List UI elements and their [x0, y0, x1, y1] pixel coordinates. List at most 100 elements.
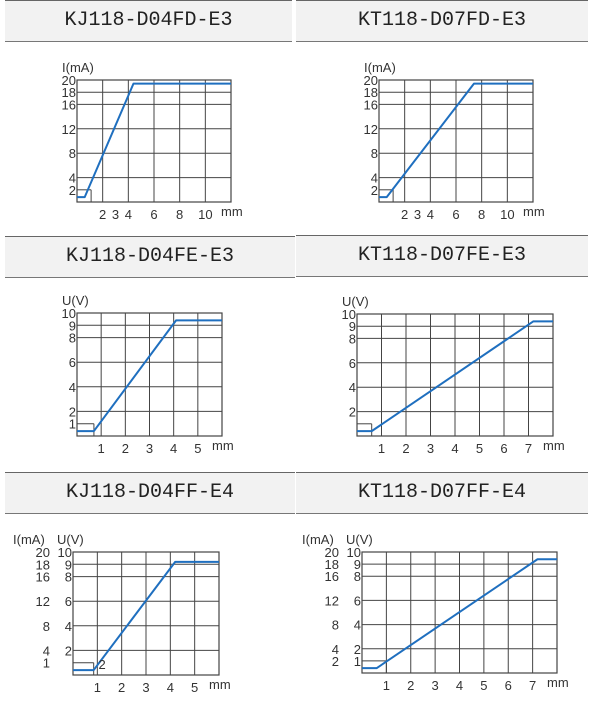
y-tick-label: 12 — [364, 122, 378, 137]
x-tick-label: 1 — [94, 680, 101, 695]
x-tick-label: 7 — [529, 678, 536, 693]
y-tick-label: 9 — [69, 318, 76, 333]
chart-title-4: KT118-D07FE-E3 — [296, 235, 588, 277]
x-tick-label: 2 — [402, 441, 409, 456]
y-tick-label: 10 — [62, 306, 76, 321]
chart-title-6: KT118-D07FF-E4 — [296, 472, 588, 514]
x-tick-label: 2 — [122, 441, 129, 456]
x-tick-label: 4 — [427, 207, 434, 222]
x-tick-label: 2 — [118, 680, 125, 695]
y-tick-label: 8 — [69, 146, 76, 161]
x-tick-label: 3 — [432, 678, 439, 693]
x-tick-label: 4 — [456, 678, 463, 693]
y2-tick-label: 16 — [36, 570, 50, 585]
y-tick-label: 12 — [62, 122, 76, 137]
y2-tick-label: 20 — [325, 545, 339, 560]
y2-tick-label: 1 — [43, 656, 50, 671]
x-tick-label: 10 — [198, 207, 212, 222]
x-tick-label: 5 — [191, 680, 198, 695]
y-axis-label: U(V) — [346, 532, 373, 547]
y-axis-label: I(mA) — [62, 60, 94, 75]
y-tick-label: 6 — [69, 355, 76, 370]
y2-tick-label: 12 — [36, 594, 50, 609]
y-tick-label: 16 — [364, 97, 378, 112]
x-tick-label: 5 — [476, 441, 483, 456]
y2-tick-label: 18 — [325, 557, 339, 572]
x-tick-label: 1 — [98, 441, 105, 456]
plot-frame — [76, 79, 232, 203]
y-tick-label: 20 — [62, 73, 76, 88]
y-tick-label: 2 — [354, 642, 361, 657]
y-tick-label: 9 — [349, 319, 356, 334]
x-tick-label: 6 — [500, 441, 507, 456]
y-tick-label: 4 — [65, 619, 72, 634]
y-axis-label: U(V) — [62, 293, 89, 308]
y-axis-label: U(V) — [342, 294, 369, 309]
y-tick-label: 8 — [69, 331, 76, 346]
y-tick-label: 8 — [371, 146, 378, 161]
plot-frame — [361, 551, 558, 674]
x-tick-label: 8 — [176, 207, 183, 222]
y-tick-label: 18 — [364, 85, 378, 100]
x-tick-label: 6 — [150, 207, 157, 222]
plot-frame — [378, 79, 534, 203]
chart-title-5: KJ118-D04FF-E4 — [5, 472, 295, 514]
x-tick-label: 2 — [407, 678, 414, 693]
x-tick-label: 5 — [194, 441, 201, 456]
x-tick-label: 4 — [451, 441, 458, 456]
y2-tick-label: 4 — [332, 642, 339, 657]
chart-title-2: KT118-D07FD-E3 — [296, 0, 588, 42]
y-tick-label: 6 — [65, 594, 72, 609]
plot-frame — [356, 313, 554, 437]
y-tick-label: 4 — [354, 618, 361, 633]
y2-tick-label: 12 — [325, 593, 339, 608]
y2-tick-label: 8 — [43, 619, 50, 634]
y-tick-label: 10 — [58, 545, 72, 560]
y-tick-label: 2 — [69, 404, 76, 419]
y-tick-label: 6 — [349, 356, 356, 371]
y-tick-label: 6 — [354, 593, 361, 608]
x-tick-label: 10 — [500, 207, 514, 222]
y-tick-label: 4 — [69, 380, 76, 395]
x-tick-label: 4 — [170, 441, 177, 456]
x-tick-label: 2 — [401, 207, 408, 222]
x-tick-label: 7 — [525, 441, 532, 456]
x-axis-label: mm — [221, 204, 243, 219]
y-axis-label: U(V) — [57, 532, 84, 547]
y-tick-label: 10 — [342, 307, 356, 322]
chart-title-1: KJ118-D04FD-E3 — [5, 0, 292, 42]
y-tick-label: 9 — [65, 557, 72, 572]
y-tick-label: 8 — [349, 331, 356, 346]
x-tick-label: 5 — [480, 678, 487, 693]
y-tick-label: 20 — [364, 73, 378, 88]
series-line — [77, 319, 222, 433]
x-tick-label: 3 — [414, 207, 421, 222]
chart-title-3: KJ118-D04FE-E3 — [5, 236, 295, 278]
x-axis-label: mm — [523, 204, 545, 219]
y-tick-label: 1 — [69, 417, 76, 432]
y-tick-label: 4 — [69, 171, 76, 186]
x-axis-label: mm — [547, 675, 569, 690]
y-tick-label: 4 — [371, 171, 378, 186]
series-line — [357, 320, 553, 433]
x-tick-label: 3 — [427, 441, 434, 456]
x-axis-label: mm — [209, 677, 231, 692]
y2-tick-label: 18 — [36, 557, 50, 572]
y-tick-label: 9 — [354, 557, 361, 572]
y-tick-label: 8 — [65, 570, 72, 585]
y-tick-label: 8 — [354, 569, 361, 584]
annotation-label: 2 — [99, 657, 106, 672]
x-tick-label: 4 — [125, 207, 132, 222]
series-line — [379, 82, 533, 199]
y2-tick-label: 4 — [43, 643, 50, 658]
x-tick-label: 3 — [112, 207, 119, 222]
y-tick-label: 1 — [354, 654, 361, 669]
y-tick-label: 10 — [347, 545, 361, 560]
x-tick-label: 3 — [146, 441, 153, 456]
y-tick-label: 18 — [62, 85, 76, 100]
y2-tick-label: 16 — [325, 569, 339, 584]
y2-tick-label: 8 — [332, 618, 339, 633]
series-line — [77, 82, 231, 199]
x-tick-label: 1 — [378, 441, 385, 456]
